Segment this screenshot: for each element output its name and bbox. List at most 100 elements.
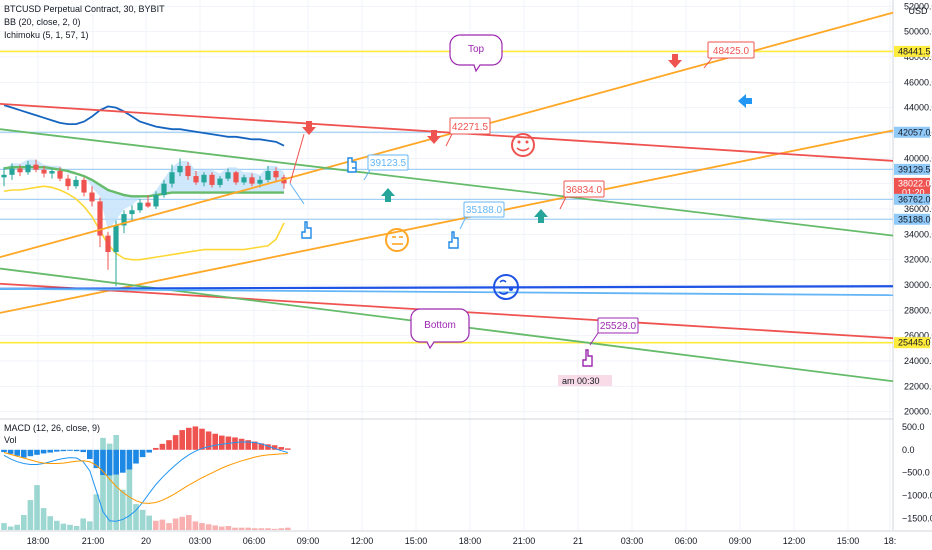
time-axis[interactable]: 18:00 21:00 20 03:00 06:00 09:00 12:00 15:00 18:… bbox=[27, 536, 897, 546]
macd-tick-label: 0.0 bbox=[902, 445, 915, 455]
candle-body bbox=[169, 172, 175, 184]
trend-line-orange-lower[interactable] bbox=[0, 129, 894, 314]
time-tick-label: 09:00 bbox=[729, 536, 752, 546]
trend-line-green-upper[interactable] bbox=[0, 128, 894, 237]
neutral-face-icon bbox=[385, 228, 409, 252]
price-tick-label: 26000.0 bbox=[904, 331, 932, 341]
callout-42271[interactable]: 42271.5 bbox=[445, 117, 491, 147]
macd-histogram-bar bbox=[172, 435, 179, 450]
macd-histogram-bar bbox=[54, 449, 60, 452]
price-label-text: 25445.0 bbox=[898, 338, 931, 348]
top-bubble[interactable]: Top bbox=[449, 34, 503, 73]
trend-line-blue-flat[interactable] bbox=[0, 285, 894, 290]
candle-body bbox=[153, 195, 159, 207]
time-tick-label: 15:00 bbox=[837, 536, 860, 546]
callout-39123[interactable]: 39123.5 bbox=[363, 154, 409, 181]
time-tick-label: 18: bbox=[884, 536, 897, 546]
price-label-badge bbox=[894, 213, 930, 225]
bottom-bubble[interactable]: Bottom bbox=[410, 308, 470, 350]
volume-bar bbox=[67, 524, 73, 530]
macd-histogram-bar bbox=[60, 449, 67, 452]
legend-symbol: BTCUSD Perpetual Contract, 30, BYBIT bbox=[4, 4, 165, 14]
volume-bar bbox=[133, 504, 139, 530]
time-tick-label: 21:00 bbox=[513, 536, 536, 546]
time-tick-label: 21:00 bbox=[82, 536, 105, 546]
candle-body bbox=[249, 177, 255, 184]
time-tick-label: 06:00 bbox=[243, 536, 266, 546]
trend-line-red-upper[interactable] bbox=[0, 102, 894, 162]
candle-body bbox=[257, 179, 263, 184]
volume-bar bbox=[14, 524, 20, 530]
legend-vol: Vol bbox=[4, 435, 17, 445]
projection-line bbox=[289, 183, 305, 205]
volume-bar bbox=[139, 509, 146, 530]
callout-35188[interactable]: 35188.0 bbox=[459, 201, 505, 230]
macd-histogram-bar bbox=[258, 443, 265, 450]
price-tick-label: 30000.0 bbox=[904, 280, 932, 290]
candle-body bbox=[201, 174, 207, 183]
volume-bar bbox=[60, 523, 67, 530]
signal-line bbox=[3, 452, 288, 504]
macd-axis[interactable]: 500.0 0.0 −500.0 −1000.0 −1500.0 bbox=[902, 422, 932, 524]
volume-bar bbox=[192, 521, 199, 530]
candle-body bbox=[1, 174, 7, 178]
time-tick-label: 09:00 bbox=[297, 536, 320, 546]
macd-histogram-bar bbox=[106, 449, 113, 476]
bb-upper-line bbox=[3, 104, 285, 147]
legend-bb: BB (20, close, 2, 0) bbox=[4, 17, 81, 27]
candle-body bbox=[105, 235, 111, 253]
time-tick-label: 21 bbox=[573, 536, 583, 546]
macd-histogram-bar bbox=[100, 449, 106, 475]
macd-histogram-bar bbox=[265, 444, 271, 450]
candle-body bbox=[193, 176, 199, 183]
macd-pane bbox=[1, 426, 291, 530]
macd-histogram-bar bbox=[34, 449, 40, 455]
trend-line-lightblue-flat[interactable] bbox=[0, 287, 894, 297]
candle-body bbox=[57, 171, 63, 179]
callout-48425[interactable]: 48425.0 bbox=[703, 41, 755, 69]
callout-25529[interactable]: 25529.0 bbox=[589, 317, 639, 346]
volume-bar bbox=[238, 527, 245, 530]
macd-histogram-bar bbox=[219, 435, 225, 450]
price-tick-label: 28000.0 bbox=[904, 305, 932, 315]
price-label-text: 38022.0 bbox=[898, 178, 931, 188]
price-label-text: 39129.5 bbox=[898, 164, 931, 174]
price-label-badge bbox=[894, 193, 930, 205]
volume-bar bbox=[159, 519, 166, 530]
candle-body bbox=[65, 178, 71, 187]
macd-histogram-bar bbox=[166, 440, 172, 450]
price-tick-label: 46000.0 bbox=[904, 77, 932, 87]
macd-histogram-bar bbox=[186, 427, 192, 450]
volume-bar bbox=[232, 527, 238, 530]
volume-bar bbox=[146, 515, 152, 530]
macd-histogram-bar bbox=[252, 441, 258, 450]
volume-bar bbox=[21, 515, 27, 530]
callout-36834[interactable]: 36834.0 bbox=[559, 180, 605, 210]
price-label-text: 42057.0 bbox=[898, 127, 931, 137]
candle-body bbox=[17, 168, 23, 173]
projection-line bbox=[289, 134, 305, 184]
dizzy-face-icon bbox=[493, 274, 519, 300]
arrow-down-icon bbox=[427, 130, 441, 144]
price-axis[interactable]: 20000.0 22000.0 24000.0 26000.0 28000.0 30000… bbox=[894, 1, 932, 417]
arrow-up-icon bbox=[381, 188, 395, 202]
price-label-badge bbox=[894, 177, 930, 198]
macd-histogram-bar bbox=[133, 449, 139, 464]
macd-histogram-bar bbox=[27, 449, 34, 457]
callout-25529-label: 25529.0 bbox=[600, 321, 637, 332]
volume-bar bbox=[126, 460, 133, 530]
macd-histogram-bar bbox=[7, 449, 14, 454]
macd-histogram-bar bbox=[285, 448, 291, 450]
candle-body bbox=[41, 169, 47, 174]
legend-ichimoku: Ichimoku (5, 1, 57, 1) bbox=[4, 30, 89, 40]
macd-histogram-bar bbox=[120, 449, 126, 473]
candle-body bbox=[265, 171, 271, 180]
candle-body bbox=[241, 177, 247, 183]
price-label-badge bbox=[894, 337, 930, 349]
bb-lower-line bbox=[3, 185, 285, 261]
candle-body bbox=[33, 164, 39, 170]
candlesticks bbox=[1, 158, 287, 287]
arrow-left-icon bbox=[738, 94, 752, 108]
volume-bar bbox=[106, 443, 113, 530]
